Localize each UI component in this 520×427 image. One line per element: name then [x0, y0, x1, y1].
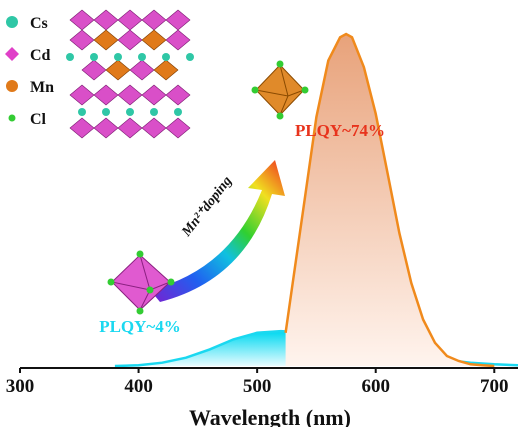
- legend-label: Cs: [30, 15, 48, 32]
- octahedron-mn: [251, 60, 309, 120]
- octahedron-cd: [107, 250, 175, 315]
- legend-label: Mn: [30, 79, 54, 96]
- x-tick-label: 400: [124, 376, 153, 397]
- x-tick-label: 700: [480, 376, 509, 397]
- x-tick-label: 600: [361, 376, 390, 397]
- legend-symbol: [6, 80, 18, 92]
- x-tick-label: 500: [243, 376, 272, 397]
- legend-label: Cd: [30, 47, 51, 64]
- legend-symbol: [5, 47, 19, 61]
- legend-label: Cl: [30, 111, 47, 128]
- doping-label: Mn²⁺doping: [179, 174, 235, 240]
- series-label: PLQY~4%: [99, 317, 181, 336]
- x-axis-title: Wavelength (nm): [189, 405, 351, 427]
- legend-symbol: [8, 114, 16, 122]
- x-tick-label: 300: [6, 376, 35, 397]
- legend-symbol: [6, 16, 18, 28]
- plot-area: [114, 32, 519, 368]
- crystal-structure: [62, 8, 202, 148]
- series-label: PLQY~74%: [295, 121, 385, 140]
- line: [284, 32, 495, 368]
- area: [285, 34, 495, 366]
